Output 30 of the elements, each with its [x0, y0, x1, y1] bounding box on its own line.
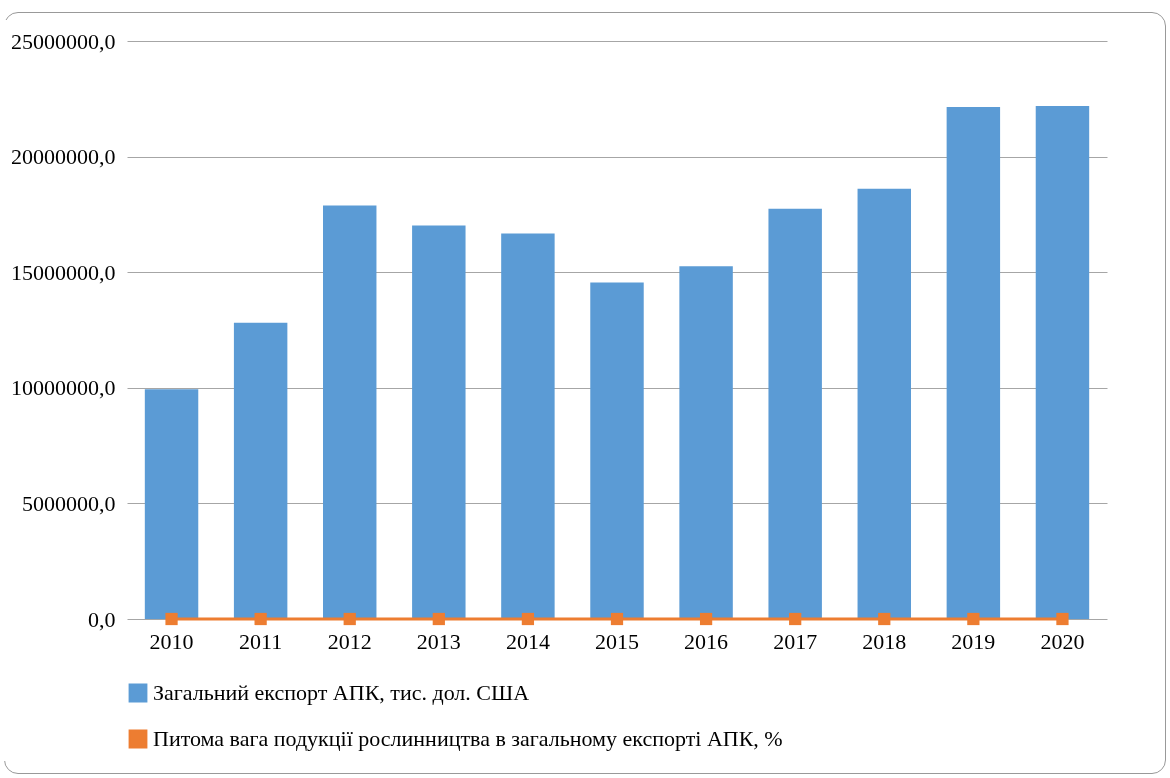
bar: [857, 188, 911, 619]
y-tick-label: 15000000,0: [11, 259, 116, 285]
y-tick-label: 25000000,0: [11, 28, 116, 54]
bar: [768, 208, 822, 619]
y-tick-label: 5000000,0: [22, 490, 116, 516]
bar: [144, 389, 199, 619]
x-tick-label: 2015: [595, 628, 639, 654]
y-tick-label: 0,0: [88, 606, 116, 632]
x-tick-label: 2011: [239, 628, 283, 654]
bar: [412, 225, 466, 619]
x-tick-label: 2019: [951, 628, 996, 654]
x-tick-label: 2012: [327, 628, 372, 654]
bar: [501, 233, 555, 619]
y-tick-label: 20000000,0: [11, 144, 116, 170]
x-tick-label: 2020: [1040, 628, 1085, 654]
bar: [1035, 105, 1090, 619]
legend-label: Загальний експорт АПК, тис. дол. США: [153, 680, 530, 705]
bar: [233, 322, 288, 619]
x-tick-label: 2017: [773, 628, 818, 654]
bar: [323, 205, 377, 619]
y-tick-label: 10000000,0: [11, 375, 116, 401]
x-tick-label: 2016: [684, 628, 729, 654]
legend-label: Питома вага подукції рослинництва в загальному експорті АПК, %: [153, 726, 783, 751]
bar: [946, 106, 1001, 619]
bar: [590, 282, 644, 619]
x-tick-label: 2018: [862, 628, 907, 654]
x-tick-label: 2010: [149, 628, 194, 654]
x-tick-label: 2014: [505, 628, 550, 654]
bar: [679, 266, 733, 619]
x-tick-label: 2013: [416, 628, 461, 654]
